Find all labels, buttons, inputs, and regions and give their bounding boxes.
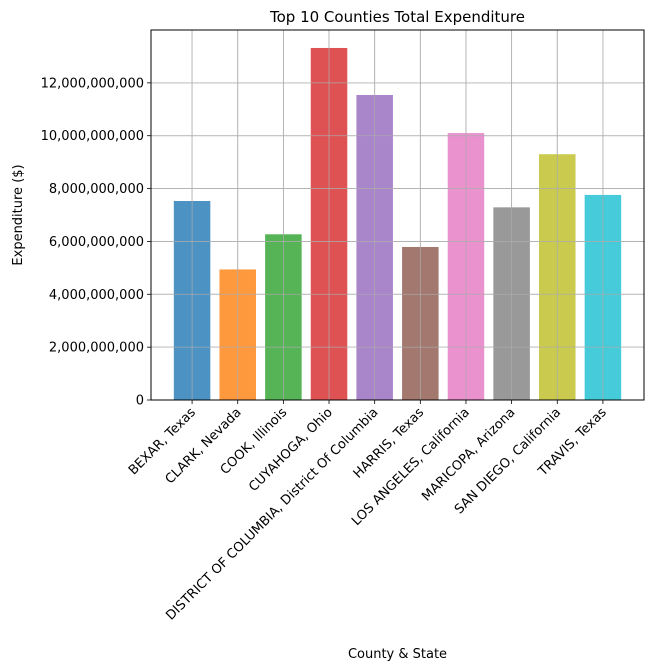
y-axis-ticks: 0 2,000,000,000 4,000,000,000 6,000,000,000… bbox=[41, 76, 151, 409]
y-tick-label: 6,000,000,000 bbox=[49, 235, 144, 250]
bars bbox=[151, 30, 644, 401]
y-tick-label: 2,000,000,000 bbox=[49, 341, 144, 356]
chart-title: Top 10 Counties Total Expenditure bbox=[269, 8, 525, 26]
plot-frame bbox=[150, 29, 645, 401]
y-tick-label: 10,000,000,000 bbox=[41, 129, 144, 144]
x-axis-label: County & State bbox=[348, 647, 447, 662]
y-tick-label: 0 bbox=[136, 394, 144, 409]
y-axis-label: Expenditure ($) bbox=[11, 164, 26, 265]
y-tick-label: 8,000,000,000 bbox=[49, 182, 144, 197]
y-tick-label: 12,000,000,000 bbox=[41, 76, 144, 91]
y-tick-label: 4,000,000,000 bbox=[49, 288, 144, 303]
